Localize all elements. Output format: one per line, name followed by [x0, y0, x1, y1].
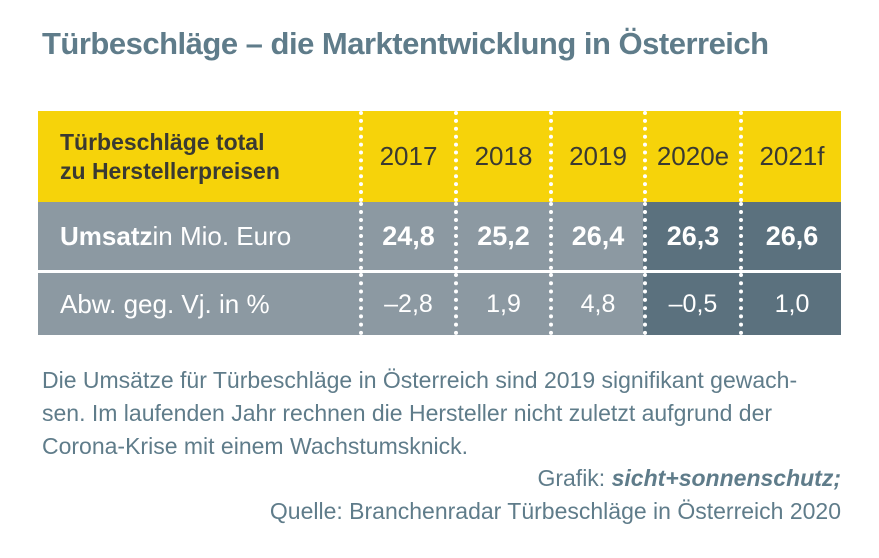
row-separator	[38, 270, 841, 273]
year-header-2019: 2019	[549, 111, 643, 202]
revenue-label-rest: in Mio. Euro	[152, 220, 292, 251]
revenue-cell-2017: 24,8	[359, 202, 454, 270]
credit-grafik-brand: sicht+sonnenschutz;	[611, 465, 841, 491]
corner-header-line1: Türbeschläge total	[60, 128, 265, 155]
revenue-label-bold: Umsatz	[60, 220, 153, 251]
deviation-cell-2021f: 1,0	[739, 273, 841, 335]
revenue-cell-2021f: 26,6	[739, 202, 841, 270]
deviation-row-label: Abw. geg. Vj. in %	[38, 273, 359, 335]
revenue-cell-2018: 25,2	[454, 202, 549, 270]
credit-grafik-line: Grafik: sicht+sonnenschutz;	[31, 462, 841, 495]
deviation-cell-2019: 4,8	[549, 273, 643, 335]
year-header-2020e: 2020e	[643, 111, 739, 202]
corner-header-line2: zu Herstellerpreisen	[60, 157, 280, 184]
year-header-2021f: 2021f	[739, 111, 841, 202]
year-header-2018: 2018	[454, 111, 549, 202]
revenue-cell-2019: 26,4	[549, 202, 643, 270]
revenue-cell-2020e: 26,3	[643, 202, 739, 270]
deviation-cell-2018: 1,9	[454, 273, 549, 335]
credit-quelle-line: Quelle: Branchenradar Türbeschläge in Ös…	[269, 498, 841, 524]
credit-grafik-label: Grafik:	[537, 465, 612, 491]
market-data-table: Türbeschläge total zu Herstellerpreisen …	[38, 111, 841, 335]
credits-block: Grafik: sicht+sonnenschutz; Quelle: Bran…	[31, 462, 841, 528]
page-title: Türbeschläge – die Marktentwicklung in Ö…	[42, 26, 769, 61]
revenue-row-label: Umsatz in Mio. Euro	[38, 202, 359, 270]
table-corner-header: Türbeschläge total zu Herstellerpreisen	[38, 111, 359, 202]
deviation-cell-2017: –2,8	[359, 273, 454, 335]
description-text: Die Umsätze für Türbeschläge in Österrei…	[42, 367, 798, 459]
year-header-2017: 2017	[359, 111, 454, 202]
deviation-cell-2020e: –0,5	[643, 273, 739, 335]
